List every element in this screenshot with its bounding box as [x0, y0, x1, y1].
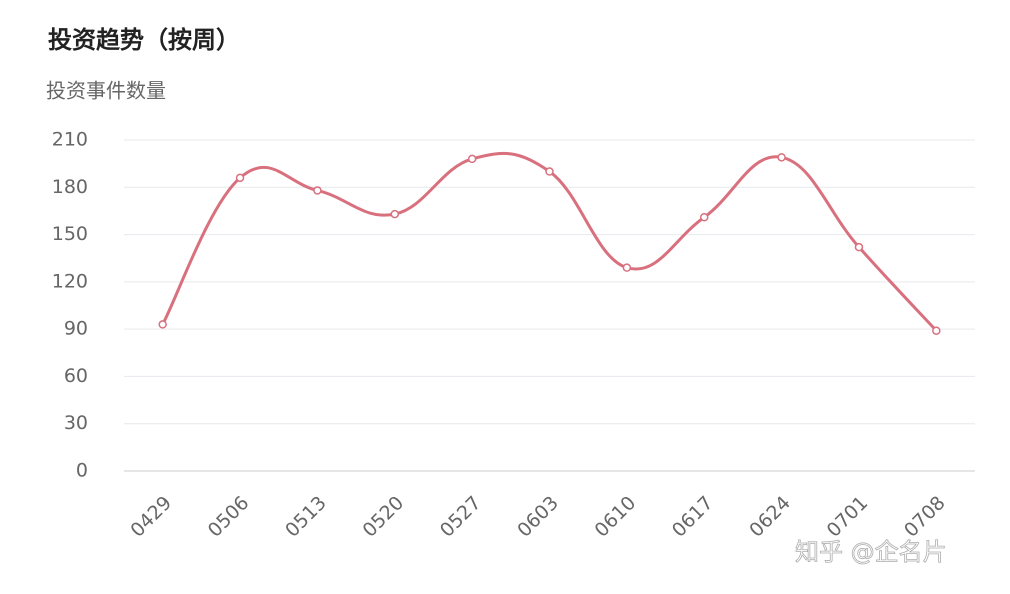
line — [161, 151, 938, 332]
point — [235, 173, 245, 183]
point — [622, 263, 632, 272]
x-tick-label: 0513 — [281, 492, 331, 542]
point — [390, 209, 400, 219]
x-tick-label: 0617 — [668, 492, 718, 542]
point — [158, 320, 167, 329]
x-tick-label: 0603 — [513, 492, 563, 542]
y-axis-label: 投资事件数量 — [46, 79, 166, 103]
y-tick-label: 60 — [64, 365, 88, 387]
point — [467, 154, 477, 164]
x-tick-label: 0520 — [358, 492, 408, 542]
x-tick-label: 0506 — [204, 492, 254, 542]
y-tick-label: 210 — [52, 129, 88, 151]
x-tick-label: 0701 — [823, 492, 873, 542]
watermark: 知乎 @企名片 — [795, 538, 947, 566]
y-tick-label: 0 — [76, 460, 88, 482]
y-tick-label: 30 — [64, 412, 88, 434]
chart-title: 投资趋势（按周） — [48, 26, 240, 54]
point — [545, 167, 554, 176]
y-tick-label: 180 — [52, 176, 88, 198]
y-tick-label: 90 — [64, 318, 88, 340]
x-tick-label: 0624 — [745, 492, 795, 542]
point — [777, 153, 786, 162]
x-tick-label: 0527 — [436, 492, 486, 542]
x-tick-label: 0429 — [126, 492, 176, 542]
x-tick-label: 0708 — [900, 492, 950, 542]
y-tick-label: 150 — [52, 223, 88, 245]
point — [313, 186, 322, 195]
y-tick-label: 120 — [52, 270, 88, 292]
x-tick-label: 0610 — [591, 492, 641, 542]
point — [854, 242, 864, 252]
point — [699, 212, 709, 222]
point — [932, 326, 941, 335]
